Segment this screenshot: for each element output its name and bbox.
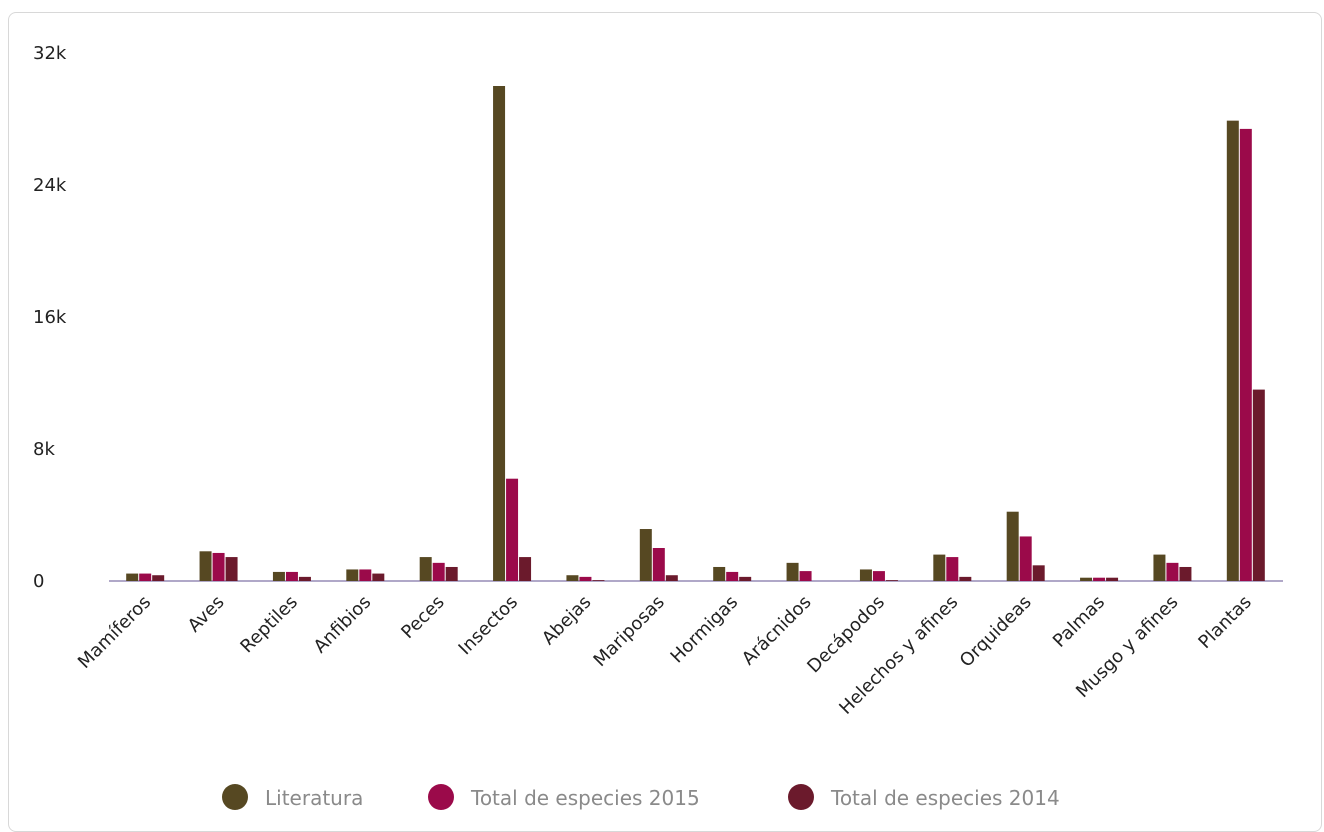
chart: 0 8k 16k 24k 32k Mamíferos Aves Reptiles Anfibio… [33,43,1283,810]
bar [285,571,298,581]
bar [566,575,579,581]
x-tick-label: Reptiles [236,592,302,658]
bar [726,571,739,581]
bar [1080,577,1093,581]
bar [786,562,799,581]
bar [885,580,898,581]
legend-label: Literatura [265,786,363,810]
y-tick-label: 8k [33,439,55,460]
x-tick-label: Insectos [455,592,523,660]
legend-swatch [788,784,814,810]
bar [298,576,311,581]
bar [1166,562,1179,581]
bar [592,580,605,581]
bar [199,551,212,581]
legend-swatch [428,784,454,810]
bar [799,571,812,581]
bar [139,573,152,581]
bar [372,573,385,581]
bar [346,569,359,581]
bar [1006,511,1019,581]
bar [225,557,238,581]
bar [212,552,225,581]
x-tick-label: Mariposas [590,592,669,671]
x-tick-label: Peces [397,592,448,643]
bar [126,573,139,581]
x-tick-label: Arácnidos [738,592,816,670]
chart-card: 0 8k 16k 24k 32k Mamíferos Aves Reptiles Anfibio… [8,12,1322,832]
x-tick-label: Palmas [1049,592,1109,652]
bar [1153,554,1166,581]
bar [272,571,285,581]
bar [519,557,532,581]
bar [359,569,372,581]
x-tick-label: Aves [184,592,229,637]
bar [739,576,752,581]
bar [493,86,506,581]
legend-label: Total de especies 2014 [830,786,1060,810]
bar [652,548,665,581]
bar [713,566,726,581]
bar [506,478,519,581]
bar [419,557,432,581]
bar [872,571,885,581]
bar [579,576,592,581]
bar [933,554,946,581]
bar [639,529,652,581]
x-tick-label: Plantas [1194,592,1255,653]
bar [1032,565,1045,581]
bar [445,566,458,581]
bar [432,562,445,581]
y-tick-label: 24k [33,175,67,196]
legend-label: Total de especies 2015 [470,786,700,810]
y-tick-label: 16k [33,307,67,328]
bar [946,557,959,581]
legend-swatch [222,784,248,810]
x-tick-label: Anfibios [310,592,376,658]
bar [859,569,872,581]
bar [1226,120,1239,582]
bar [1179,566,1192,581]
y-tick-label: 32k [33,43,67,64]
bar [1093,577,1106,581]
bar [1106,577,1119,581]
x-tick-label: Orquideas [956,592,1036,672]
x-tick-label: Hormigas [667,592,743,668]
y-tick-label: 0 [33,571,44,592]
bar [1239,128,1252,581]
bar [665,575,678,581]
x-tick-label: Mamíferos [74,592,155,673]
x-tick-label: Abejas [538,592,595,649]
bar [959,576,972,581]
bar [152,575,165,581]
bar [1019,536,1032,581]
bar [1252,389,1265,581]
